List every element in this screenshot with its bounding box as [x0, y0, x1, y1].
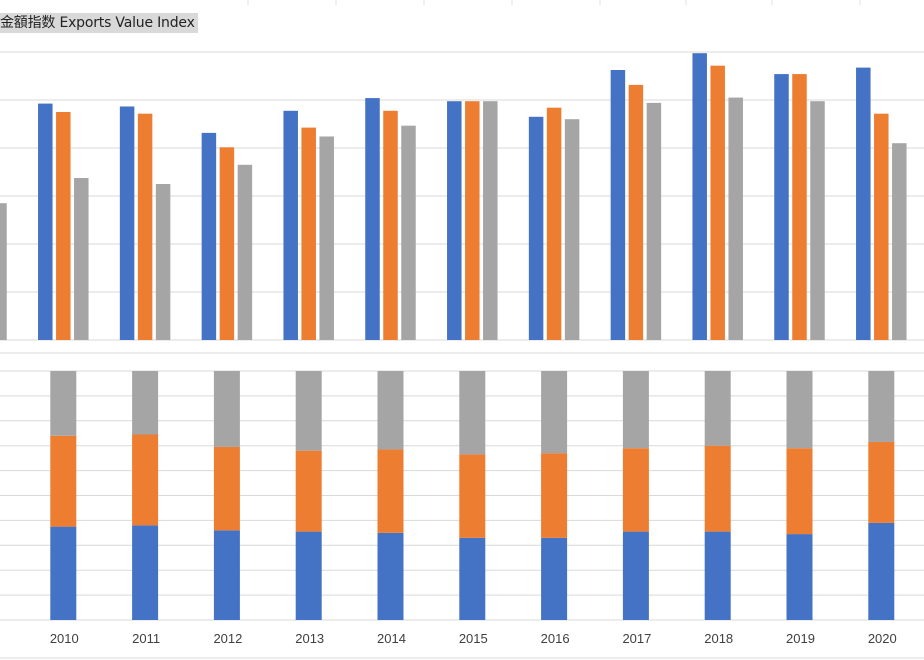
bar-2012-s2[interactable]: [219, 147, 235, 340]
bar-2018-s1[interactable]: [692, 53, 707, 340]
bar-2015-s3[interactable]: [483, 101, 498, 340]
tick-label-2018: 2018: [704, 631, 733, 646]
bar-2015-s1[interactable]: [447, 101, 462, 340]
bar-2020-s2[interactable]: [874, 113, 889, 341]
bar-2017-s2[interactable]: [628, 84, 644, 340]
bar-2012-s3[interactable]: [237, 164, 253, 340]
stack-2014-s1[interactable]: [377, 532, 404, 620]
stack-2014-s3[interactable]: [377, 371, 404, 450]
stack-2010-s2[interactable]: [50, 435, 77, 527]
bar-2016-s3[interactable]: [564, 119, 580, 340]
tick-label-2013: 2013: [295, 631, 324, 646]
stack-2014-s2[interactable]: [377, 449, 404, 533]
bar-2013-s1[interactable]: [283, 110, 298, 340]
stack-2012-s3[interactable]: [213, 371, 240, 447]
tick-label-2016: 2016: [541, 631, 570, 646]
bar-2016-s2[interactable]: [546, 107, 562, 341]
stack-2019-s2[interactable]: [786, 448, 813, 535]
bar-2010-s3[interactable]: [74, 178, 89, 340]
bar-2011-s2[interactable]: [137, 113, 153, 341]
tick-label-2017: 2017: [622, 631, 651, 646]
bar-2013-s3[interactable]: [319, 136, 334, 340]
bar-2019-s3[interactable]: [810, 101, 825, 340]
bar-2014-s2[interactable]: [383, 110, 398, 340]
bar-2009-s3[interactable]: [0, 203, 7, 340]
tick-label-2014: 2014: [377, 631, 406, 646]
stack-2019-s3[interactable]: [786, 371, 813, 449]
stack-2011-s2[interactable]: [132, 434, 159, 526]
stack-2016-s2[interactable]: [541, 453, 568, 538]
bar-2011-s1[interactable]: [119, 106, 135, 340]
stack-2017-s3[interactable]: [622, 371, 649, 449]
bar-2018-s2[interactable]: [710, 65, 725, 341]
bar-2020-s1[interactable]: [856, 67, 871, 340]
stack-2013-s3[interactable]: [295, 371, 322, 451]
stack-2015-s3[interactable]: [459, 371, 486, 455]
stack-2011-s3[interactable]: [132, 371, 159, 435]
stack-2020-s3[interactable]: [868, 371, 895, 442]
bar-2010-s1[interactable]: [38, 103, 53, 340]
tick-label-2012: 2012: [213, 631, 242, 646]
stack-2018-s3[interactable]: [704, 371, 731, 446]
stack-2016-s3[interactable]: [541, 371, 568, 454]
stack-2013-s2[interactable]: [295, 450, 322, 532]
stack-2013-s1[interactable]: [295, 531, 322, 620]
top-chart-gridlines: [0, 51, 924, 341]
bar-2015-s2[interactable]: [465, 101, 480, 340]
stack-2010-s1[interactable]: [50, 526, 77, 620]
stack-2015-s2[interactable]: [459, 454, 486, 538]
chart-title[interactable]: 金額指数 Exports Value Index: [0, 13, 198, 33]
x-axis-tick-labels: 2009201020112012201320142015201620172018…: [50, 631, 897, 646]
bar-2019-s1[interactable]: [774, 74, 789, 340]
bar-2012-s1[interactable]: [201, 132, 217, 340]
stack-2012-s2[interactable]: [213, 446, 240, 531]
tick-label-2019: 2019: [786, 631, 815, 646]
bar-2011-s3[interactable]: [155, 184, 171, 340]
stack-2019-s1[interactable]: [786, 534, 813, 620]
tick-label-2015: 2015: [459, 631, 488, 646]
bar-2018-s3[interactable]: [728, 97, 743, 340]
tick-label-2011: 2011: [132, 631, 160, 646]
stack-2020-s1[interactable]: [868, 522, 895, 620]
stack-2018-s1[interactable]: [704, 531, 731, 620]
tick-label-2020: 2020: [868, 631, 897, 646]
stack-2020-s2[interactable]: [868, 441, 895, 523]
bar-2010-s2[interactable]: [56, 112, 71, 340]
bar-2014-s1[interactable]: [365, 98, 380, 340]
bar-2017-s1[interactable]: [610, 70, 626, 340]
bar-2016-s1[interactable]: [528, 116, 544, 340]
stack-2017-s2[interactable]: [622, 448, 649, 532]
bottom-chart-bars: [50, 371, 895, 620]
bar-2014-s3[interactable]: [401, 125, 416, 341]
stack-2015-s1[interactable]: [459, 537, 486, 620]
stack-2011-s1[interactable]: [132, 525, 159, 620]
bar-2019-s2[interactable]: [792, 74, 807, 340]
stack-2017-s1[interactable]: [622, 531, 649, 620]
tick-label-2010: 2010: [50, 631, 79, 646]
stack-2010-s3[interactable]: [50, 371, 77, 436]
stack-2016-s1[interactable]: [541, 537, 568, 620]
bar-2017-s3[interactable]: [646, 102, 662, 340]
stack-2012-s1[interactable]: [213, 530, 240, 620]
stack-2018-s2[interactable]: [704, 445, 731, 532]
bar-2013-s2[interactable]: [301, 127, 316, 340]
top-chart-bars: [0, 53, 907, 341]
bar-2020-s3[interactable]: [892, 143, 907, 340]
